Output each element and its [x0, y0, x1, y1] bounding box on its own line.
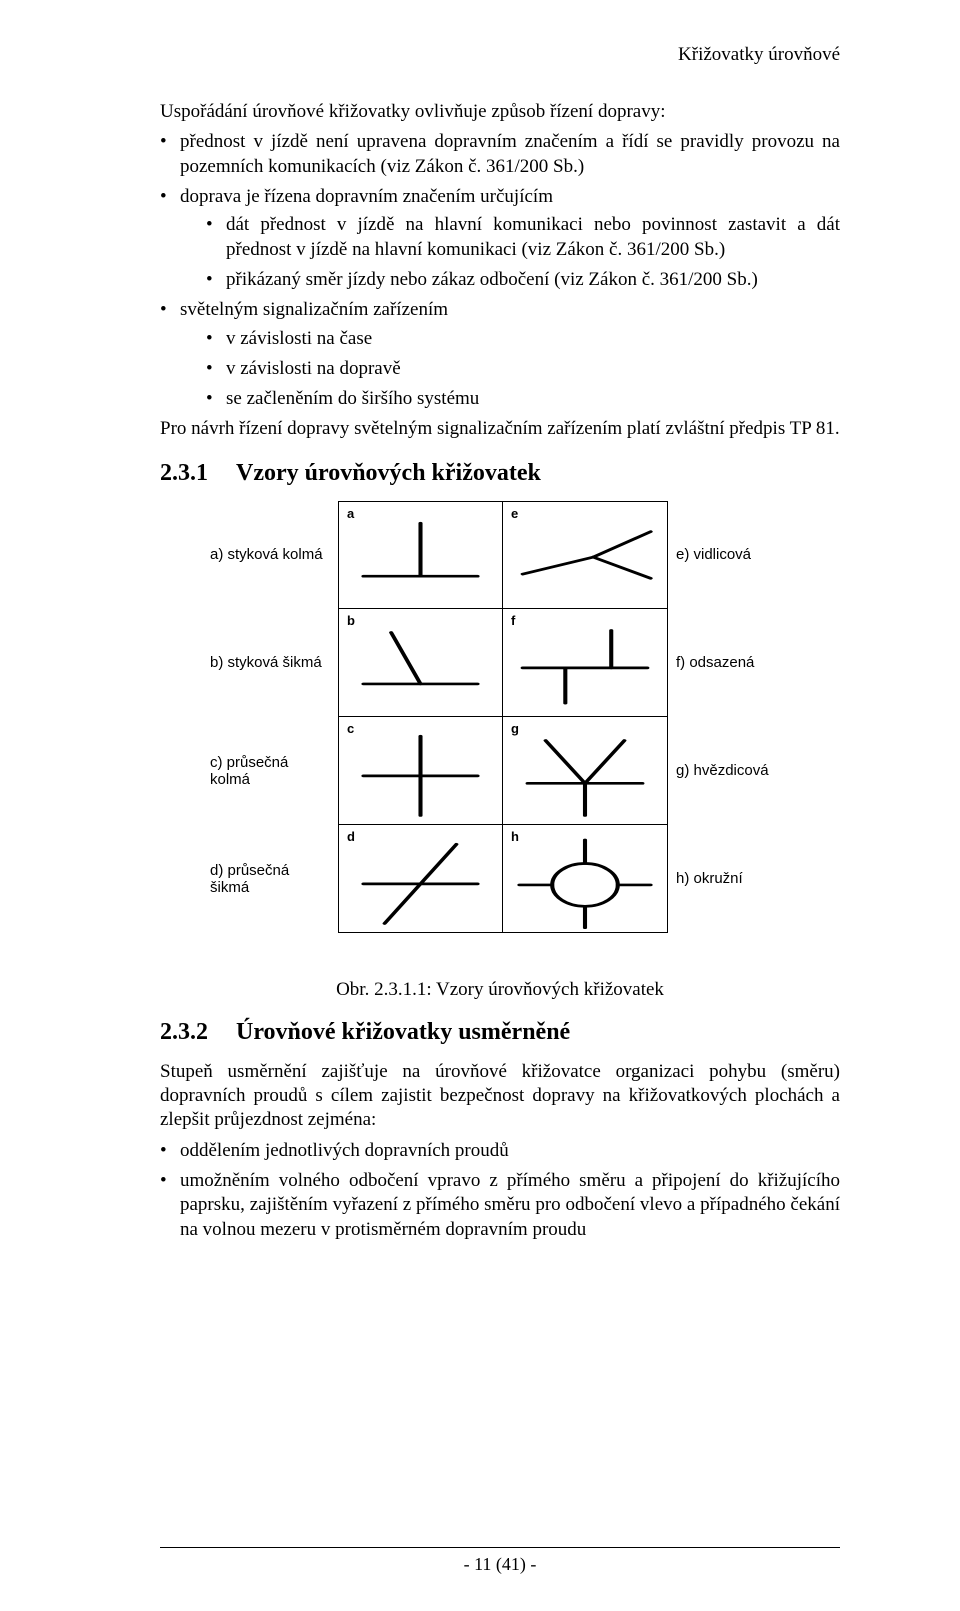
section-title: Vzory úrovňových křižovatek [236, 460, 541, 486]
figure-cell: f [503, 609, 668, 717]
list-item: světelným signalizačním zařízením v závi… [160, 298, 840, 411]
paragraph-intro: Uspořádání úrovňové křižovatky ovlivňuje… [160, 100, 840, 124]
paragraph: Stupeň usměrnění zajišťuje na úrovňové k… [160, 1060, 840, 1133]
figure-grid: a) styková kolmáaee) vidlicováb) styková… [210, 501, 790, 933]
page: Křižovatky úrovňové Uspořádání úrovňové … [0, 0, 960, 1611]
figure-cell: c [338, 717, 503, 825]
list-item: přikázaný směr jízdy nebo zákaz odbočení… [206, 268, 840, 292]
figure-cells: cg [338, 717, 668, 825]
figure-row: b) styková šikmábff) odsazená [210, 609, 790, 717]
list-item-text: světelným signalizačním zařízením [180, 299, 448, 320]
figure-row: a) styková kolmáaee) vidlicová [210, 501, 790, 609]
list-item: umožněním volného odbočení vpravo z přím… [160, 1169, 840, 1242]
running-header: Křižovatky úrovňové [160, 44, 840, 66]
figure-caption: Obr. 2.3.1.1: Vzory úrovňových křižovate… [160, 979, 840, 1001]
figure-label-right: f) odsazená [668, 654, 778, 671]
section-heading-232: 2.3.2 Úrovňové křižovatky usměrněné [160, 1019, 840, 1046]
section-title: Úrovňové křižovatky usměrněné [236, 1019, 570, 1045]
figure-cell: e [503, 501, 668, 609]
figure-label-left: d) průsečná šikmá [210, 862, 338, 896]
figure-cell: h [503, 825, 668, 933]
page-footer: - 11 (41) - [160, 1547, 840, 1575]
figure-cell: d [338, 825, 503, 933]
figure-label-left: c) průsečná kolmá [210, 754, 338, 788]
section-number: 2.3.1 [160, 460, 208, 487]
sub-list: dát přednost v jízdě na hlavní komunikac… [206, 213, 840, 292]
figure-label-right: e) vidlicová [668, 546, 778, 563]
bullet-list-1: přednost v jízdě není upravena dopravním… [160, 130, 840, 411]
list-item: oddělením jednotlivých dopravních proudů [160, 1139, 840, 1163]
paragraph: Pro návrh řízení dopravy světelným signa… [160, 417, 840, 441]
figure-cell: b [338, 609, 503, 717]
figure-231: a) styková kolmáaee) vidlicováb) styková… [160, 501, 840, 1001]
list-item: dát přednost v jízdě na hlavní komunikac… [206, 213, 840, 262]
list-item: v závislosti na čase [206, 327, 840, 351]
section-heading-231: 2.3.1 Vzory úrovňových křižovatek [160, 460, 840, 487]
list-item: doprava je řízena dopravním značením urč… [160, 185, 840, 292]
figure-cells: bf [338, 609, 668, 717]
figure-label-right: h) okružní [668, 870, 778, 887]
figure-label-left: b) styková šikmá [210, 654, 338, 671]
sub-list: v závislosti na čase v závislosti na dop… [206, 327, 840, 412]
figure-row: d) průsečná šikmádhh) okružní [210, 825, 790, 933]
bullet-list-2: oddělením jednotlivých dopravních proudů… [160, 1139, 840, 1242]
figure-label-left: a) styková kolmá [210, 546, 338, 563]
list-item: v závislosti na dopravě [206, 357, 840, 381]
page-number: - 11 (41) - [160, 1554, 840, 1575]
figure-row: c) průsečná kolmácgg) hvězdicová [210, 717, 790, 825]
figure-cells: dh [338, 825, 668, 933]
figure-cell: a [338, 501, 503, 609]
footer-rule [160, 1547, 840, 1548]
section-number: 2.3.2 [160, 1019, 208, 1046]
list-item: se začleněním do širšího systému [206, 387, 840, 411]
list-item-text: doprava je řízena dopravním značením urč… [180, 186, 553, 207]
figure-label-right: g) hvězdicová [668, 762, 778, 779]
list-item: přednost v jízdě není upravena dopravním… [160, 130, 840, 179]
figure-cell: g [503, 717, 668, 825]
figure-cells: ae [338, 501, 668, 609]
